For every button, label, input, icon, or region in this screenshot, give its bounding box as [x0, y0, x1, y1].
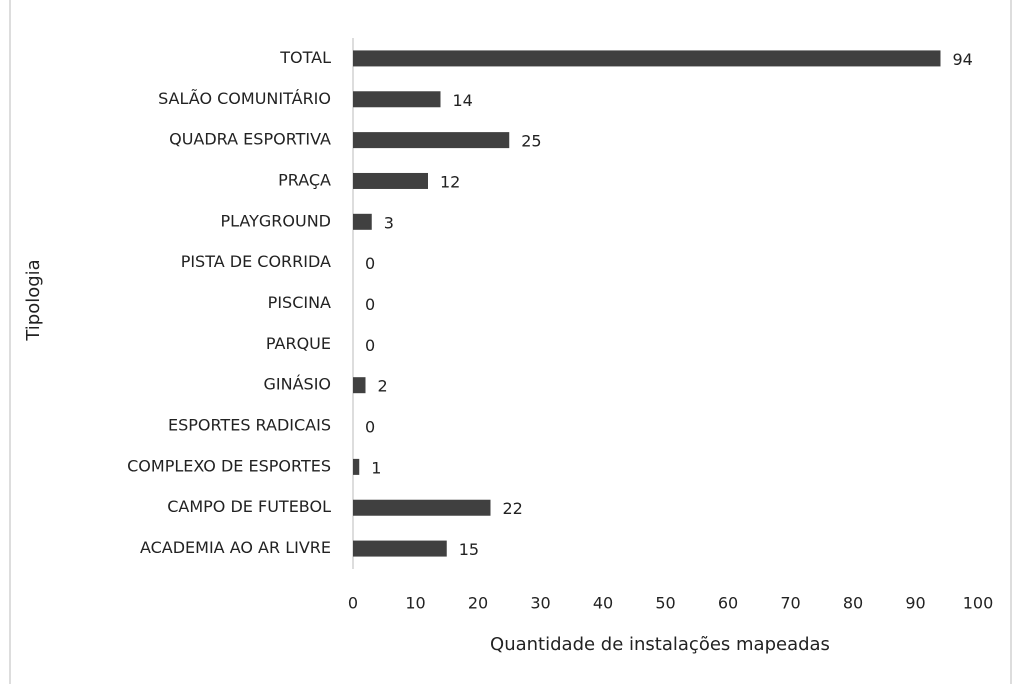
x-tick-label: 60 — [718, 594, 738, 613]
bar — [353, 172, 428, 189]
data-label: 0 — [365, 336, 375, 355]
data-label: 22 — [503, 499, 523, 518]
data-label: 94 — [953, 50, 973, 69]
y-tick-label: CAMPO DE FUTEBOL — [167, 497, 331, 516]
y-tick-label: ESPORTES RADICAIS — [168, 416, 331, 435]
data-label: 0 — [365, 418, 375, 437]
y-tick-label: PISTA DE CORRIDA — [181, 252, 331, 271]
y-axis-label: Tipologia — [23, 259, 44, 341]
x-tick-label: 0 — [348, 594, 358, 613]
y-tick-label: ACADEMIA AO AR LIVRE — [140, 538, 331, 557]
bar — [353, 132, 510, 149]
bar — [353, 540, 447, 557]
y-tick-label: COMPLEXO DE ESPORTES — [127, 456, 331, 475]
y-tick-label: PRAÇA — [278, 170, 331, 189]
y-tick-label: GINÁSIO — [264, 375, 332, 394]
x-tick-label: 50 — [655, 594, 675, 613]
x-tick-label: 40 — [593, 594, 613, 613]
data-label: 15 — [459, 540, 479, 559]
data-label: 12 — [440, 172, 460, 191]
data-label: 0 — [365, 254, 375, 273]
data-label: 1 — [371, 458, 381, 477]
x-tick-label: 10 — [405, 594, 425, 613]
chart-frame — [9, 0, 1012, 684]
x-tick-label: 20 — [468, 594, 488, 613]
data-label: 25 — [521, 132, 541, 151]
bar — [353, 50, 941, 67]
x-tick-label: 30 — [530, 594, 550, 613]
y-tick-label: QUADRA ESPORTIVA — [169, 130, 331, 149]
bar — [353, 213, 372, 230]
y-tick-label: PARQUE — [266, 334, 331, 353]
y-tick-label: PLAYGROUND — [220, 211, 331, 230]
bar — [353, 91, 441, 108]
x-tick-label: 80 — [843, 594, 863, 613]
x-tick-label: 70 — [780, 594, 800, 613]
x-tick-label: 90 — [905, 594, 925, 613]
x-axis-label: Quantidade de instalações mapeadas — [490, 634, 830, 655]
y-tick-label: TOTAL — [279, 48, 331, 67]
data-label: 3 — [384, 213, 394, 232]
data-label: 0 — [365, 295, 375, 314]
y-tick-label: SALÃO COMUNITÁRIO — [158, 89, 331, 108]
bar — [353, 499, 491, 516]
bar — [353, 377, 366, 394]
y-tick-label: PISCINA — [268, 293, 331, 312]
x-tick-label: 100 — [963, 594, 994, 613]
bar — [353, 458, 360, 475]
data-label: 2 — [378, 377, 388, 396]
data-label: 14 — [453, 91, 473, 110]
